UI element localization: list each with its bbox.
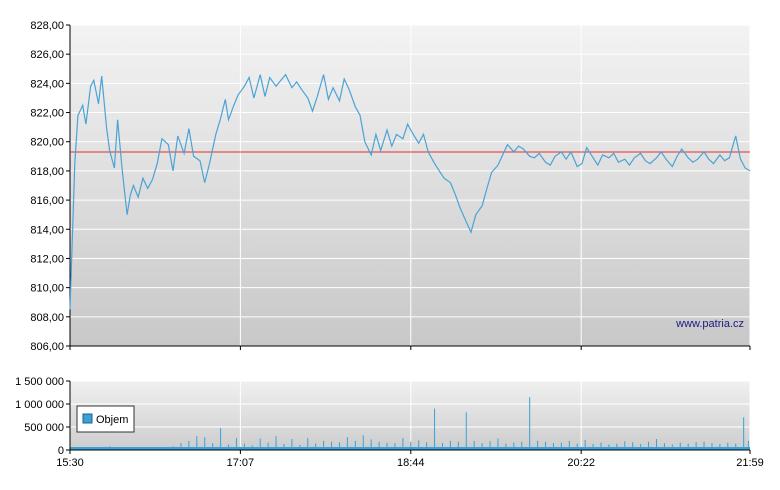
price-y-tick-label: 806,00 — [30, 341, 64, 353]
price-y-tick-label: 820,00 — [30, 137, 64, 149]
x-tick-label: 17:07 — [227, 457, 255, 469]
watermark: www.patria.cz — [675, 318, 744, 330]
price-y-tick-label: 812,00 — [30, 253, 64, 265]
volume-plot-background — [70, 381, 750, 450]
volume-y-tick-label: 0 — [58, 445, 64, 457]
price-y-axis: 806,00 808,00 810,00 812,00 814,00 816,00 818,… — [30, 20, 751, 353]
price-y-tick-label: 816,00 — [30, 195, 64, 207]
volume-y-tick-label: 1 000 000 — [15, 399, 64, 411]
x-tick-label: 21:59 — [736, 457, 764, 469]
volume-baseline-band — [70, 447, 750, 450]
price-y-tick-label: 826,00 — [30, 49, 64, 61]
price-y-tick-label: 814,00 — [30, 224, 64, 236]
x-tick-label: 18:44 — [397, 457, 425, 469]
price-y-tick-label: 822,00 — [30, 108, 64, 120]
price-plot-background — [70, 25, 750, 346]
legend-label: Objem — [96, 414, 128, 426]
volume-y-tick-label: 500 000 — [24, 422, 64, 434]
volume-y-axis: 0 500 000 1 000 000 1 500 000 — [15, 376, 750, 457]
legend-swatch — [82, 413, 93, 424]
price-panel: 806,00 808,00 810,00 812,00 814,00 816,00 818,… — [30, 20, 751, 353]
volume-y-tick-label: 1 500 000 — [15, 376, 64, 388]
legend: Objem — [76, 405, 135, 433]
price-y-tick-label: 818,00 — [30, 166, 64, 178]
volume-bars — [69, 397, 750, 450]
x-axis: 15:30 17:07 18:44 20:22 21:59 — [56, 450, 764, 469]
price-y-tick-label: 810,00 — [30, 283, 64, 295]
x-tick-label: 15:30 — [56, 457, 84, 469]
x-tick-label: 20:22 — [567, 457, 595, 469]
price-y-tick-label: 808,00 — [30, 312, 64, 324]
price-y-tick-label: 824,00 — [30, 78, 64, 90]
volume-panel: 0 500 000 1 000 000 1 500 000 15:30 17:07 18:… — [15, 376, 764, 469]
price-series-line — [69, 73, 751, 310]
price-y-tick-label: 828,00 — [30, 20, 64, 32]
